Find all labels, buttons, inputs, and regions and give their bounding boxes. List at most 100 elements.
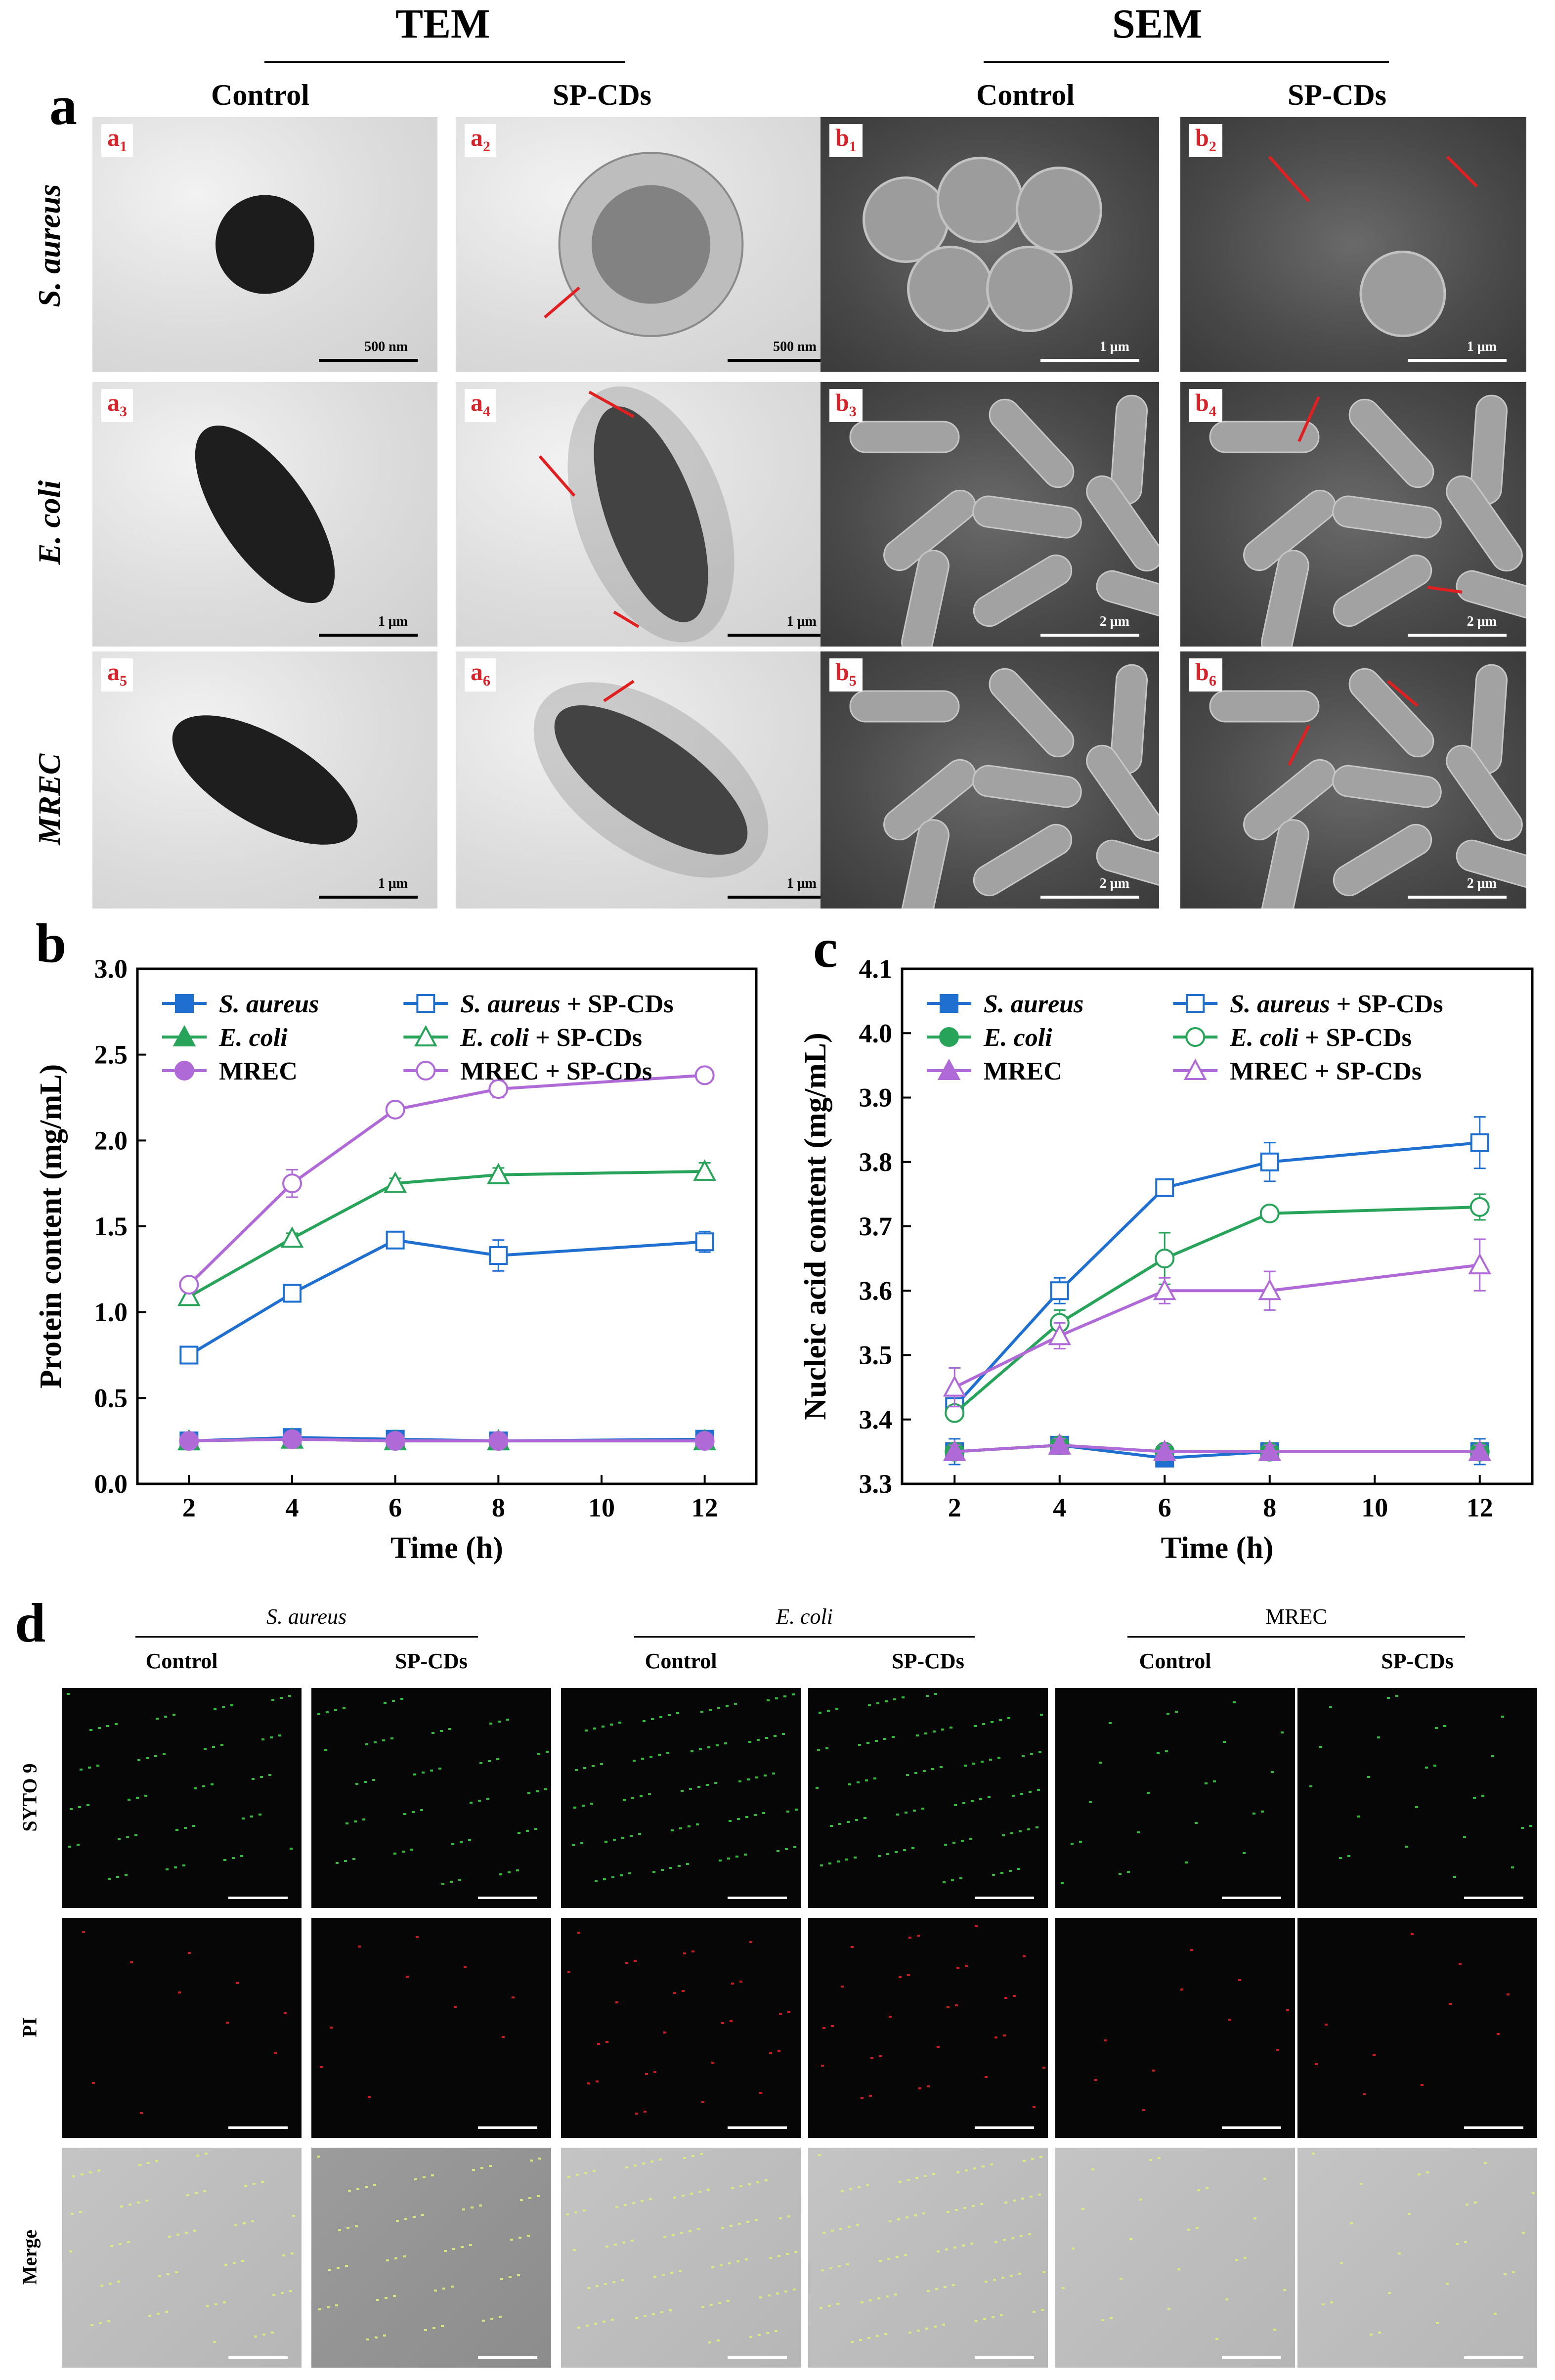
data-point: [489, 1246, 508, 1265]
cell-dot: [1215, 2338, 1218, 2340]
cell-dot: [841, 1986, 844, 1988]
cell-dot: [917, 1935, 920, 1937]
cell-dot: [935, 2288, 938, 2290]
confocal-image-merge: [561, 2148, 801, 2368]
cell-dot: [625, 2166, 628, 2168]
cell-dot: [186, 2194, 189, 2196]
sem-micrograph-3: b3 2 μm: [821, 382, 1159, 647]
legend-label: S. aureus + SP-CDs: [1230, 990, 1443, 1018]
cell-dot: [896, 1814, 899, 1816]
cell-dot: [696, 1823, 699, 1825]
cell-dot: [698, 2191, 701, 2193]
cell-dot: [642, 2163, 645, 2164]
cell-dot: [1350, 2222, 1353, 2224]
cell-dot: [1238, 1979, 1241, 1981]
cell-dot: [261, 2181, 264, 2183]
cell-dot: [1061, 1882, 1064, 1884]
cell-dot: [856, 2224, 859, 2226]
cell-dot: [731, 2187, 734, 2189]
data-point: [1153, 1439, 1176, 1461]
cell-dot: [1175, 1711, 1178, 1713]
cell-dot: [969, 1838, 972, 1840]
cell-dot: [1243, 1852, 1246, 1854]
cell-dot: [1039, 2156, 1042, 2158]
panel-tag-index: 4: [483, 403, 490, 420]
cell-dot: [596, 2285, 599, 2287]
y-tick-label: 4.0: [859, 1018, 893, 1048]
cell-dot: [413, 1774, 416, 1775]
red-arrow-icon: [613, 610, 640, 628]
panel-tag-letter: a: [471, 389, 483, 416]
cell-dot: [138, 2164, 141, 2166]
cell-dot: [768, 2294, 771, 2296]
cell-dot: [658, 1754, 661, 1756]
cell-dot: [254, 2336, 257, 2337]
panel-tag-letter: b: [835, 124, 849, 151]
cell-dot: [985, 2076, 988, 2078]
red-arrow-icon: [1427, 586, 1463, 594]
data-point: [1258, 1439, 1282, 1461]
cell-dot: [861, 2301, 864, 2303]
cell-dot: [921, 1808, 924, 1810]
cell-dot: [597, 2043, 600, 2045]
cell-dot: [873, 1777, 876, 1779]
cell-dot: [956, 1967, 959, 1969]
cell-dot: [734, 1703, 737, 1705]
cell-dot: [707, 2189, 710, 2191]
cell-dot: [188, 1952, 191, 1954]
cell-dot: [1309, 1785, 1312, 1787]
cell-dot: [518, 2237, 521, 2239]
cell-dot: [320, 2066, 323, 2068]
data-point: [694, 1431, 715, 1451]
cell-dot: [838, 2265, 841, 2267]
scale-bar-label: 2 μm: [1467, 876, 1497, 891]
cell-dot: [691, 2155, 694, 2157]
cell-dot: [98, 1727, 101, 1729]
cell-dot: [213, 2341, 216, 2343]
cell-dot: [701, 2306, 704, 2308]
cell-dot: [343, 1707, 346, 1709]
cell-dot: [697, 2228, 700, 2230]
x-axis-label: Time (h): [390, 1531, 503, 1565]
red-arrow-icon: [1387, 680, 1419, 707]
tem-micrograph-2: a2 500 nm: [456, 117, 846, 372]
cell-dot: [1167, 2308, 1170, 2310]
cell-dot: [721, 2227, 724, 2229]
cell-dot: [1033, 2106, 1036, 2108]
data-point: [1048, 1433, 1072, 1455]
y-tick-label: 1.0: [94, 1298, 128, 1327]
cell-dot: [584, 2172, 587, 2174]
cell-dot: [145, 2200, 148, 2202]
cell-dot: [290, 1848, 293, 1850]
cell-dot: [1494, 2313, 1497, 2315]
cell-dot: [1512, 2271, 1515, 2273]
confocal-image-pi: [561, 1918, 801, 2138]
cell-dot: [544, 1788, 547, 1790]
cell-dot: [645, 2073, 648, 2075]
cell-dot: [125, 1874, 128, 1876]
cell-dot: [393, 1853, 396, 1855]
cell-dot: [140, 2112, 143, 2114]
cell-dot: [611, 2319, 614, 2321]
cell-dot: [1120, 2278, 1123, 2280]
cell-dot: [243, 2222, 246, 2224]
cell-dot: [538, 2158, 541, 2160]
cell-dot: [1491, 1755, 1494, 1757]
cell-dot: [680, 2232, 683, 2234]
cell-dot: [1466, 2204, 1469, 2206]
cell-dot: [1099, 1762, 1102, 1764]
cell-dot: [156, 1718, 159, 1720]
cell-dot: [574, 2211, 577, 2213]
cell-dot: [952, 1842, 955, 1844]
cell-dot: [634, 1960, 637, 1962]
cell-dot: [612, 2281, 615, 2283]
cell-dot: [1094, 2079, 1097, 2081]
sem-image-1: [863, 157, 1102, 332]
cell-dot: [635, 2317, 638, 2319]
conf-treated-label: SP-CDs: [1381, 1649, 1454, 1673]
scale-bar: [228, 2126, 288, 2129]
cell-dot: [460, 1841, 463, 1843]
cell-dot: [1398, 2252, 1401, 2254]
cell-dot: [1433, 1765, 1436, 1767]
cell-dot: [1157, 1752, 1160, 1754]
